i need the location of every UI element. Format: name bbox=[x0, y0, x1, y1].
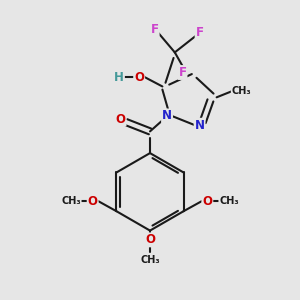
Text: O: O bbox=[134, 71, 144, 84]
Text: O: O bbox=[116, 112, 126, 125]
Text: F: F bbox=[196, 26, 204, 39]
Text: CH₃: CH₃ bbox=[61, 196, 81, 206]
Text: CH₃: CH₃ bbox=[140, 255, 160, 265]
Text: O: O bbox=[145, 233, 155, 246]
Text: F: F bbox=[178, 66, 187, 79]
Text: O: O bbox=[202, 195, 212, 208]
Text: CH₃: CH₃ bbox=[232, 86, 251, 96]
Text: CH₃: CH₃ bbox=[219, 196, 239, 206]
Text: F: F bbox=[151, 22, 159, 36]
Text: H: H bbox=[114, 71, 124, 84]
Text: N: N bbox=[162, 110, 172, 122]
Text: O: O bbox=[88, 195, 98, 208]
Text: N: N bbox=[195, 119, 205, 132]
